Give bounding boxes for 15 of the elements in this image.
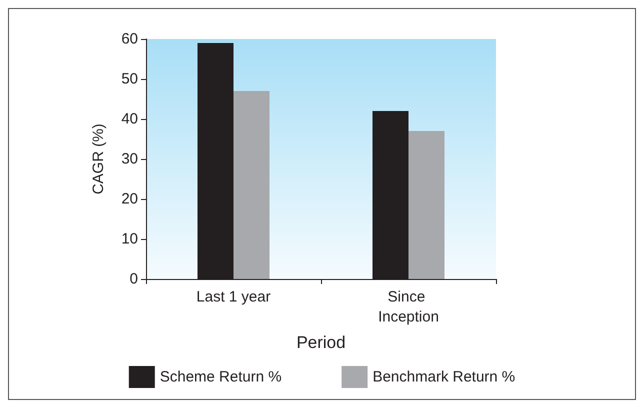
y-tick-label: 60 <box>121 30 138 48</box>
legend-label: Scheme Return % <box>160 368 282 386</box>
x-tick-label: Since Inception <box>378 288 439 326</box>
x-axis-title: Period <box>296 333 346 352</box>
legend-label: Benchmark Return % <box>372 368 516 386</box>
y-tick-label: 20 <box>121 190 138 208</box>
y-tick-label: 40 <box>121 110 138 128</box>
x-tick-label: Last 1 year <box>196 288 271 306</box>
y-axis-title: CAGR (%) <box>90 124 107 194</box>
bar <box>408 131 444 279</box>
y-tick-label: 10 <box>121 230 138 248</box>
y-tick-label: 50 <box>121 70 138 88</box>
bar <box>234 91 270 279</box>
y-tick-label: 30 <box>121 150 138 168</box>
y-tick-label: 0 <box>130 270 138 288</box>
